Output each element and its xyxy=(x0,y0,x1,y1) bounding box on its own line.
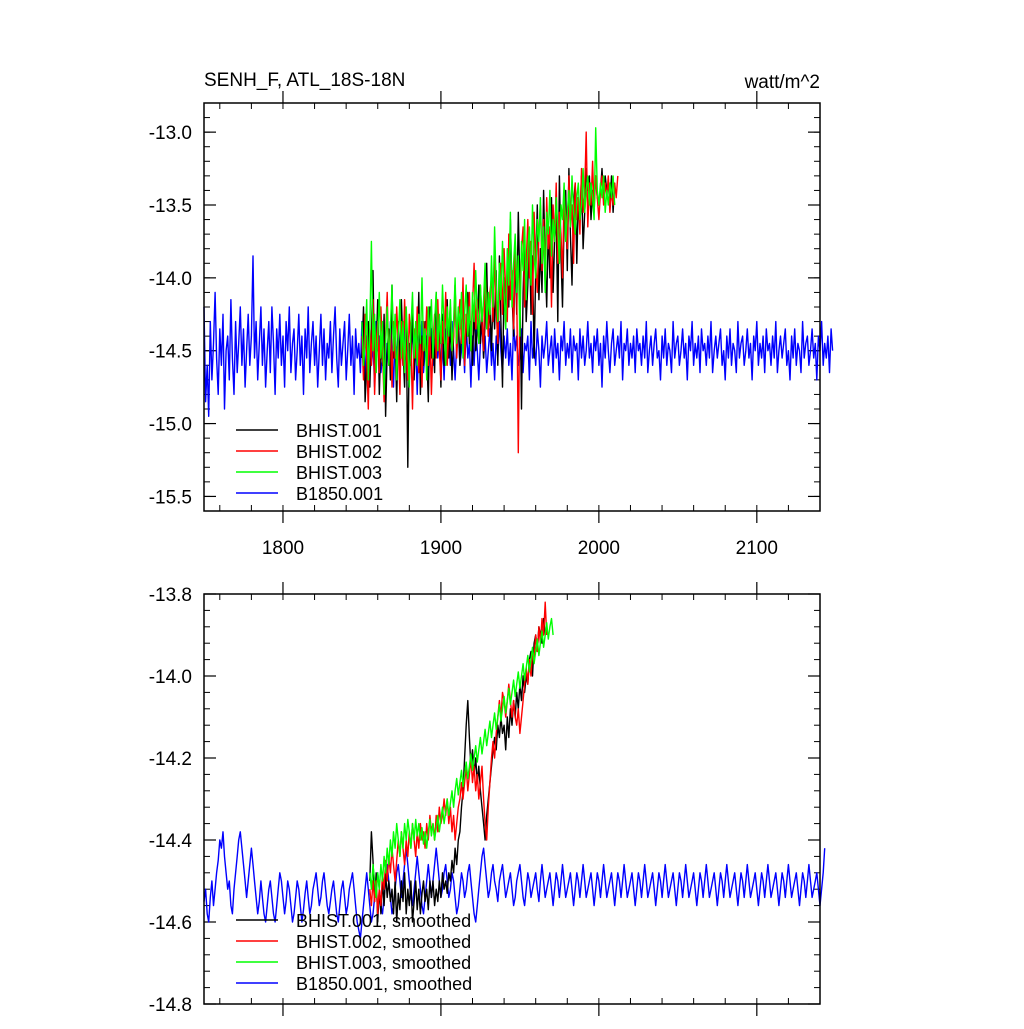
legend-label: B1850.001, smoothed xyxy=(296,974,472,994)
panel1-series xyxy=(203,127,834,468)
legend-label: BHIST.002, smoothed xyxy=(296,932,471,952)
series-line-bhist-001-smoothed xyxy=(369,617,548,923)
y-tick-label: -14.2 xyxy=(149,749,192,770)
panel1-frame xyxy=(203,102,821,512)
y-tick-label: -14.4 xyxy=(149,831,193,852)
y-tick-label: -14.8 xyxy=(149,995,192,1016)
x-tick-label: 2100 xyxy=(736,538,778,559)
legend-label: BHIST.003, smoothed xyxy=(296,953,471,973)
legend-label: BHIST.001 xyxy=(296,421,382,441)
y-tick-label: -14.0 xyxy=(149,269,192,290)
panel1-units: watt/m^2 xyxy=(744,72,820,93)
series-line-b1850-001 xyxy=(203,255,834,417)
y-tick-label: -13.8 xyxy=(149,585,192,606)
panel1-title: SENH_F, ATL_18S-18N xyxy=(204,70,405,91)
series-line-bhist-003 xyxy=(361,127,616,396)
legend-label: B1850.001 xyxy=(296,484,383,504)
panel2-series xyxy=(203,601,826,940)
y-tick-label: -15.5 xyxy=(149,487,192,508)
series-line-b1850-001-smoothed xyxy=(203,831,826,940)
panel2-axes: -14.8 -14.6 -14.4 -14.2 -14.0 -13.8 xyxy=(149,582,821,1016)
y-tick-label: -14.0 xyxy=(149,667,192,688)
legend-label: BHIST.003 xyxy=(296,463,382,483)
y-tick-label: -13.5 xyxy=(149,196,192,217)
y-tick-label: -13.0 xyxy=(149,123,192,144)
legend-label: BHIST.002 xyxy=(296,442,382,462)
y-tick-label: -15.0 xyxy=(149,415,192,436)
x-tick-label: 1800 xyxy=(262,538,304,559)
x-tick-label: 1900 xyxy=(420,538,462,559)
panel2-frame xyxy=(203,593,821,1005)
x-tick-label: 2000 xyxy=(578,538,620,559)
y-tick-label: -14.6 xyxy=(149,913,192,934)
legend-label: BHIST.001, smoothed xyxy=(296,911,471,931)
y-tick-label: -14.5 xyxy=(149,342,192,363)
series-line-bhist-003-smoothed xyxy=(369,617,554,899)
